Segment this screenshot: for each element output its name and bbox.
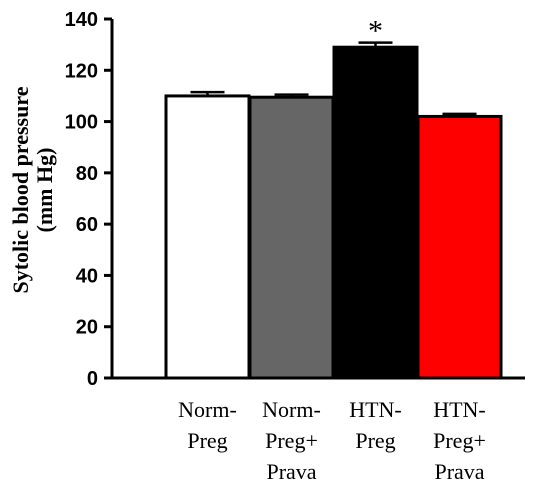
y-tick-label: 140 bbox=[65, 9, 98, 31]
bars: * bbox=[164, 15, 503, 380]
x-category-label: Preg bbox=[355, 428, 395, 453]
x-category-label: HTN- bbox=[433, 397, 486, 422]
y-axis-label-line: (mm Hg) bbox=[32, 148, 57, 233]
y-axis: 0 20 40 60 80 100 120 140 bbox=[65, 9, 114, 390]
x-category-label: Prava bbox=[266, 459, 316, 484]
y-tick-label: 20 bbox=[76, 317, 98, 339]
x-category-label: Norm- bbox=[262, 397, 321, 422]
y-tick-label: 0 bbox=[87, 368, 98, 390]
bar bbox=[332, 45, 419, 380]
x-category-label: Preg+ bbox=[265, 428, 318, 453]
x-axis: Norm- Preg Norm- Preg+ Prava HTN- Preg HTN- Preg… bbox=[110, 376, 525, 484]
y-tick-label: 120 bbox=[65, 60, 98, 82]
bar bbox=[416, 114, 503, 380]
significance-marker: * bbox=[368, 15, 383, 48]
y-tick-label: 40 bbox=[76, 265, 98, 287]
y-axis-label: Sytolic blood pressure (mm Hg) bbox=[8, 86, 57, 293]
x-category-label: Preg bbox=[187, 428, 227, 453]
bar bbox=[164, 94, 251, 380]
y-axis-label-line: Sytolic blood pressure bbox=[8, 86, 33, 293]
bar bbox=[248, 95, 335, 380]
x-category-label: Preg+ bbox=[433, 428, 486, 453]
x-category-label: Norm- bbox=[178, 397, 237, 422]
x-category-label: Prava bbox=[434, 459, 484, 484]
y-tick-label: 100 bbox=[65, 112, 98, 134]
y-tick-label: 60 bbox=[76, 214, 98, 236]
y-tick-label: 80 bbox=[76, 163, 98, 185]
x-category-label: HTN- bbox=[349, 397, 402, 422]
